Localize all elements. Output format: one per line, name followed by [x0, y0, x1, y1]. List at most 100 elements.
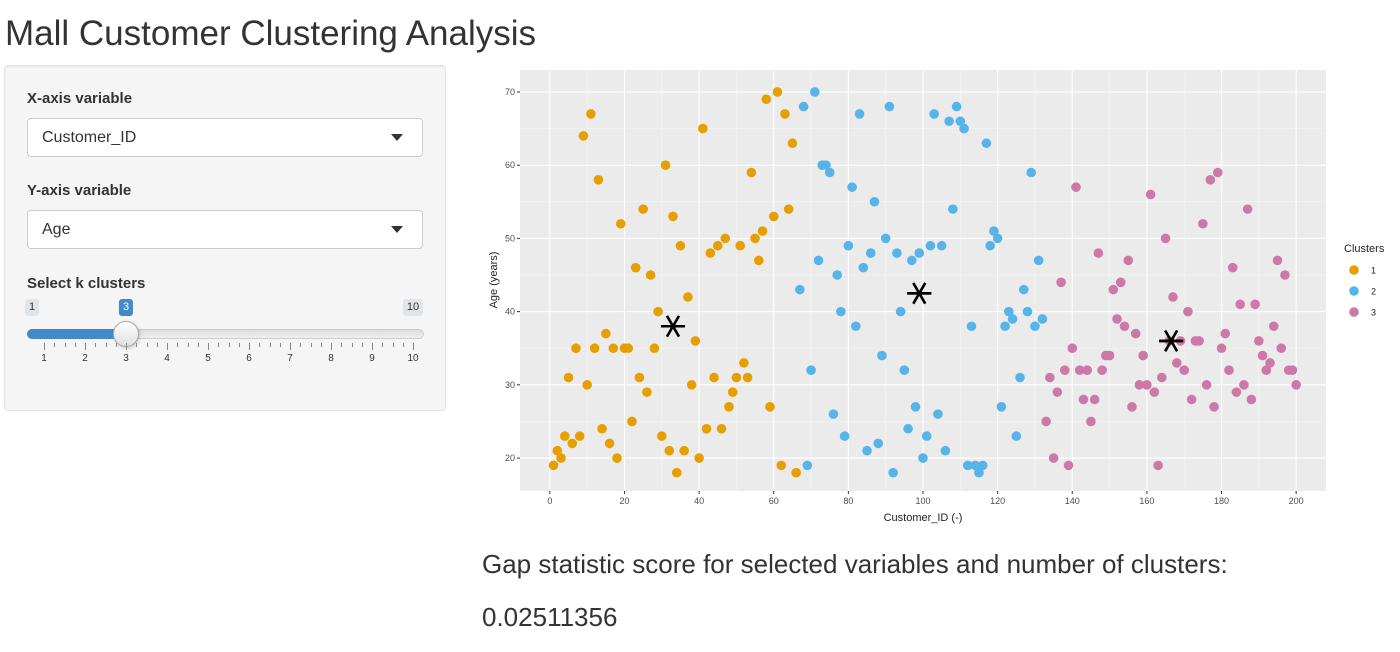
data-point-cluster-3 — [1115, 277, 1126, 288]
data-point-cluster-2 — [910, 402, 921, 412]
x-axis-select-value: Customer_ID — [42, 129, 137, 146]
data-point-cluster-2 — [851, 321, 861, 332]
points-layer — [548, 87, 1301, 478]
x-axis-title: Customer_ID (-) — [884, 512, 963, 524]
y-tick-label: 40 — [505, 307, 515, 317]
data-point-cluster-2 — [1030, 321, 1040, 332]
slider-tick — [310, 343, 312, 347]
data-point-cluster-3 — [1112, 314, 1122, 324]
slider-tick — [228, 343, 230, 347]
data-point-cluster-2 — [809, 87, 820, 97]
data-point-cluster-3 — [1205, 175, 1216, 185]
data-point-cluster-3 — [1045, 372, 1055, 383]
data-point-cluster-3 — [1059, 365, 1070, 375]
data-point-cluster-2 — [948, 204, 958, 214]
slider-tick-label: 7 — [287, 353, 293, 364]
data-point-cluster-1 — [574, 431, 585, 441]
x-tick-label: 80 — [843, 496, 853, 506]
data-point-cluster-2 — [1015, 372, 1025, 383]
data-point-cluster-3 — [1186, 394, 1197, 405]
data-point-cluster-1 — [776, 460, 787, 471]
slider-tick — [238, 343, 240, 347]
x-tick-label: 140 — [1065, 496, 1080, 506]
data-point-cluster-3 — [1160, 233, 1171, 244]
slider-tick — [290, 343, 291, 350]
data-point-cluster-3 — [1082, 365, 1092, 375]
data-point-cluster-1 — [671, 467, 682, 478]
data-point-cluster-3 — [1254, 336, 1264, 346]
slider-tick — [269, 343, 271, 347]
data-point-cluster-3 — [1246, 394, 1257, 405]
data-point-cluster-3 — [1074, 365, 1085, 375]
y-tick-label: 50 — [505, 233, 515, 243]
data-point-cluster-1 — [664, 445, 675, 456]
x-axis-label: X-axis variable — [27, 90, 133, 107]
slider-tick-label: 10 — [407, 353, 419, 364]
data-point-cluster-2 — [1022, 306, 1033, 317]
data-point-cluster-3 — [1183, 306, 1193, 317]
data-point-cluster-2 — [974, 467, 984, 478]
data-point-cluster-1 — [698, 123, 708, 134]
data-point-cluster-3 — [1119, 321, 1130, 332]
x-axis-select[interactable]: Customer_ID — [27, 118, 423, 157]
slider-tick-label: 9 — [369, 353, 375, 364]
gap-statistic-value: 0.02511356 — [482, 602, 618, 632]
slider-tick — [392, 343, 394, 347]
data-point-cluster-3 — [1224, 365, 1234, 375]
data-point-cluster-3 — [1108, 284, 1119, 295]
data-point-cluster-2 — [836, 306, 846, 317]
data-point-cluster-2 — [1037, 314, 1048, 324]
slider-tick — [187, 343, 189, 347]
data-point-cluster-2 — [962, 460, 973, 471]
data-point-cluster-2 — [925, 240, 936, 251]
x-tick-label: 60 — [769, 496, 779, 506]
data-point-cluster-2 — [1011, 431, 1022, 441]
data-point-cluster-3 — [1179, 365, 1190, 375]
data-point-cluster-2 — [944, 116, 954, 127]
data-point-cluster-1 — [634, 372, 645, 383]
data-point-cluster-2 — [951, 101, 962, 112]
data-point-cluster-1 — [742, 372, 753, 383]
data-point-cluster-1 — [668, 211, 678, 222]
data-point-cluster-3 — [1231, 387, 1242, 397]
data-point-cluster-1 — [571, 343, 581, 354]
data-point-cluster-1 — [586, 109, 596, 119]
data-point-cluster-1 — [768, 211, 779, 222]
slider-tick — [95, 343, 97, 347]
data-point-cluster-2 — [839, 431, 850, 441]
data-point-cluster-3 — [1067, 343, 1078, 354]
data-point-cluster-1 — [791, 467, 801, 478]
data-point-cluster-2 — [940, 445, 951, 456]
data-point-cluster-3 — [1093, 248, 1104, 258]
data-point-cluster-1 — [656, 431, 667, 441]
y-axis-select[interactable]: Age — [27, 210, 423, 249]
x-tick-label: 180 — [1214, 496, 1229, 506]
data-point-cluster-3 — [1209, 402, 1219, 412]
data-point-cluster-2 — [1007, 314, 1018, 324]
x-tick-label: 100 — [915, 496, 930, 506]
data-point-cluster-3 — [1272, 255, 1283, 266]
data-point-cluster-1 — [716, 423, 727, 434]
data-point-cluster-3 — [1276, 343, 1287, 354]
data-point-cluster-2 — [843, 240, 854, 251]
slider-max-label: 10 — [402, 299, 424, 316]
data-point-cluster-1 — [563, 372, 574, 383]
x-tick-label: 200 — [1289, 496, 1304, 506]
data-point-cluster-3 — [1089, 394, 1100, 405]
slider-fill — [27, 329, 126, 339]
data-point-cluster-1 — [727, 387, 738, 397]
data-point-cluster-3 — [1063, 460, 1074, 471]
k-clusters-slider[interactable]: 1 10 3 1 2 3 4 5 6 7 8 9 10 — [24, 299, 425, 379]
data-point-cluster-2 — [989, 226, 999, 236]
data-point-cluster-2 — [869, 196, 880, 207]
data-point-cluster-1 — [608, 343, 619, 354]
data-point-cluster-1 — [552, 445, 563, 456]
slider-tick — [361, 343, 363, 347]
x-tick-label: 20 — [619, 496, 629, 506]
data-point-cluster-2 — [813, 255, 824, 266]
data-point-cluster-3 — [1250, 299, 1260, 310]
slider-tick-label: 1 — [41, 353, 47, 364]
data-point-cluster-1 — [735, 240, 745, 251]
data-point-cluster-1 — [675, 240, 686, 251]
data-point-cluster-2 — [933, 409, 943, 419]
